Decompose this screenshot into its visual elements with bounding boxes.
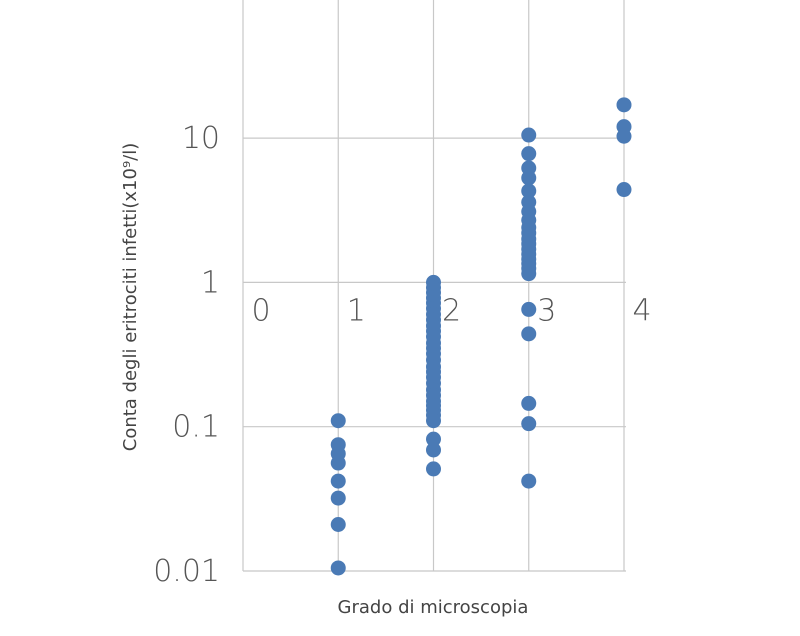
data-point (521, 301, 537, 317)
y-tick-label-10: 10 (182, 121, 220, 156)
y-tick-label-1: 1 (201, 265, 220, 300)
data-point (521, 266, 537, 282)
data-points (330, 97, 632, 576)
data-point (330, 413, 346, 429)
x-tick-label-2: 2 (442, 293, 461, 328)
x-tick-labels: 0 1 2 3 4 (251, 293, 651, 328)
data-point (330, 490, 346, 506)
x-tick-label-4: 4 (632, 293, 651, 328)
y-tick-labels: 0.01 0.1 1 10 (153, 121, 220, 589)
data-point (521, 326, 537, 342)
data-point (521, 473, 537, 489)
data-point (616, 182, 632, 198)
data-point (521, 416, 537, 432)
data-point (330, 473, 346, 489)
data-point (521, 127, 537, 143)
y-axis-label: Conta degli eritrociti infetti(x10⁹/l) (120, 143, 141, 452)
data-point (521, 170, 537, 186)
data-point (426, 413, 441, 429)
x-tick-label-3: 3 (537, 293, 556, 328)
data-point (426, 431, 441, 447)
data-point (330, 517, 346, 533)
grid-lines (242, 0, 626, 572)
data-point (521, 183, 537, 199)
y-tick-label-0.1: 0.1 (172, 410, 220, 445)
y-tick-label-0.01: 0.01 (153, 554, 220, 589)
data-point (616, 97, 632, 113)
data-point (426, 461, 441, 477)
x-tick-label-1: 1 (347, 293, 366, 328)
data-point (616, 128, 632, 144)
data-point (330, 455, 346, 471)
data-point (521, 395, 537, 411)
data-point (330, 560, 346, 576)
x-axis-label: Grado di microscopia (338, 597, 529, 618)
data-point (426, 442, 441, 458)
data-point (521, 146, 537, 162)
x-tick-label-0: 0 (251, 293, 270, 328)
